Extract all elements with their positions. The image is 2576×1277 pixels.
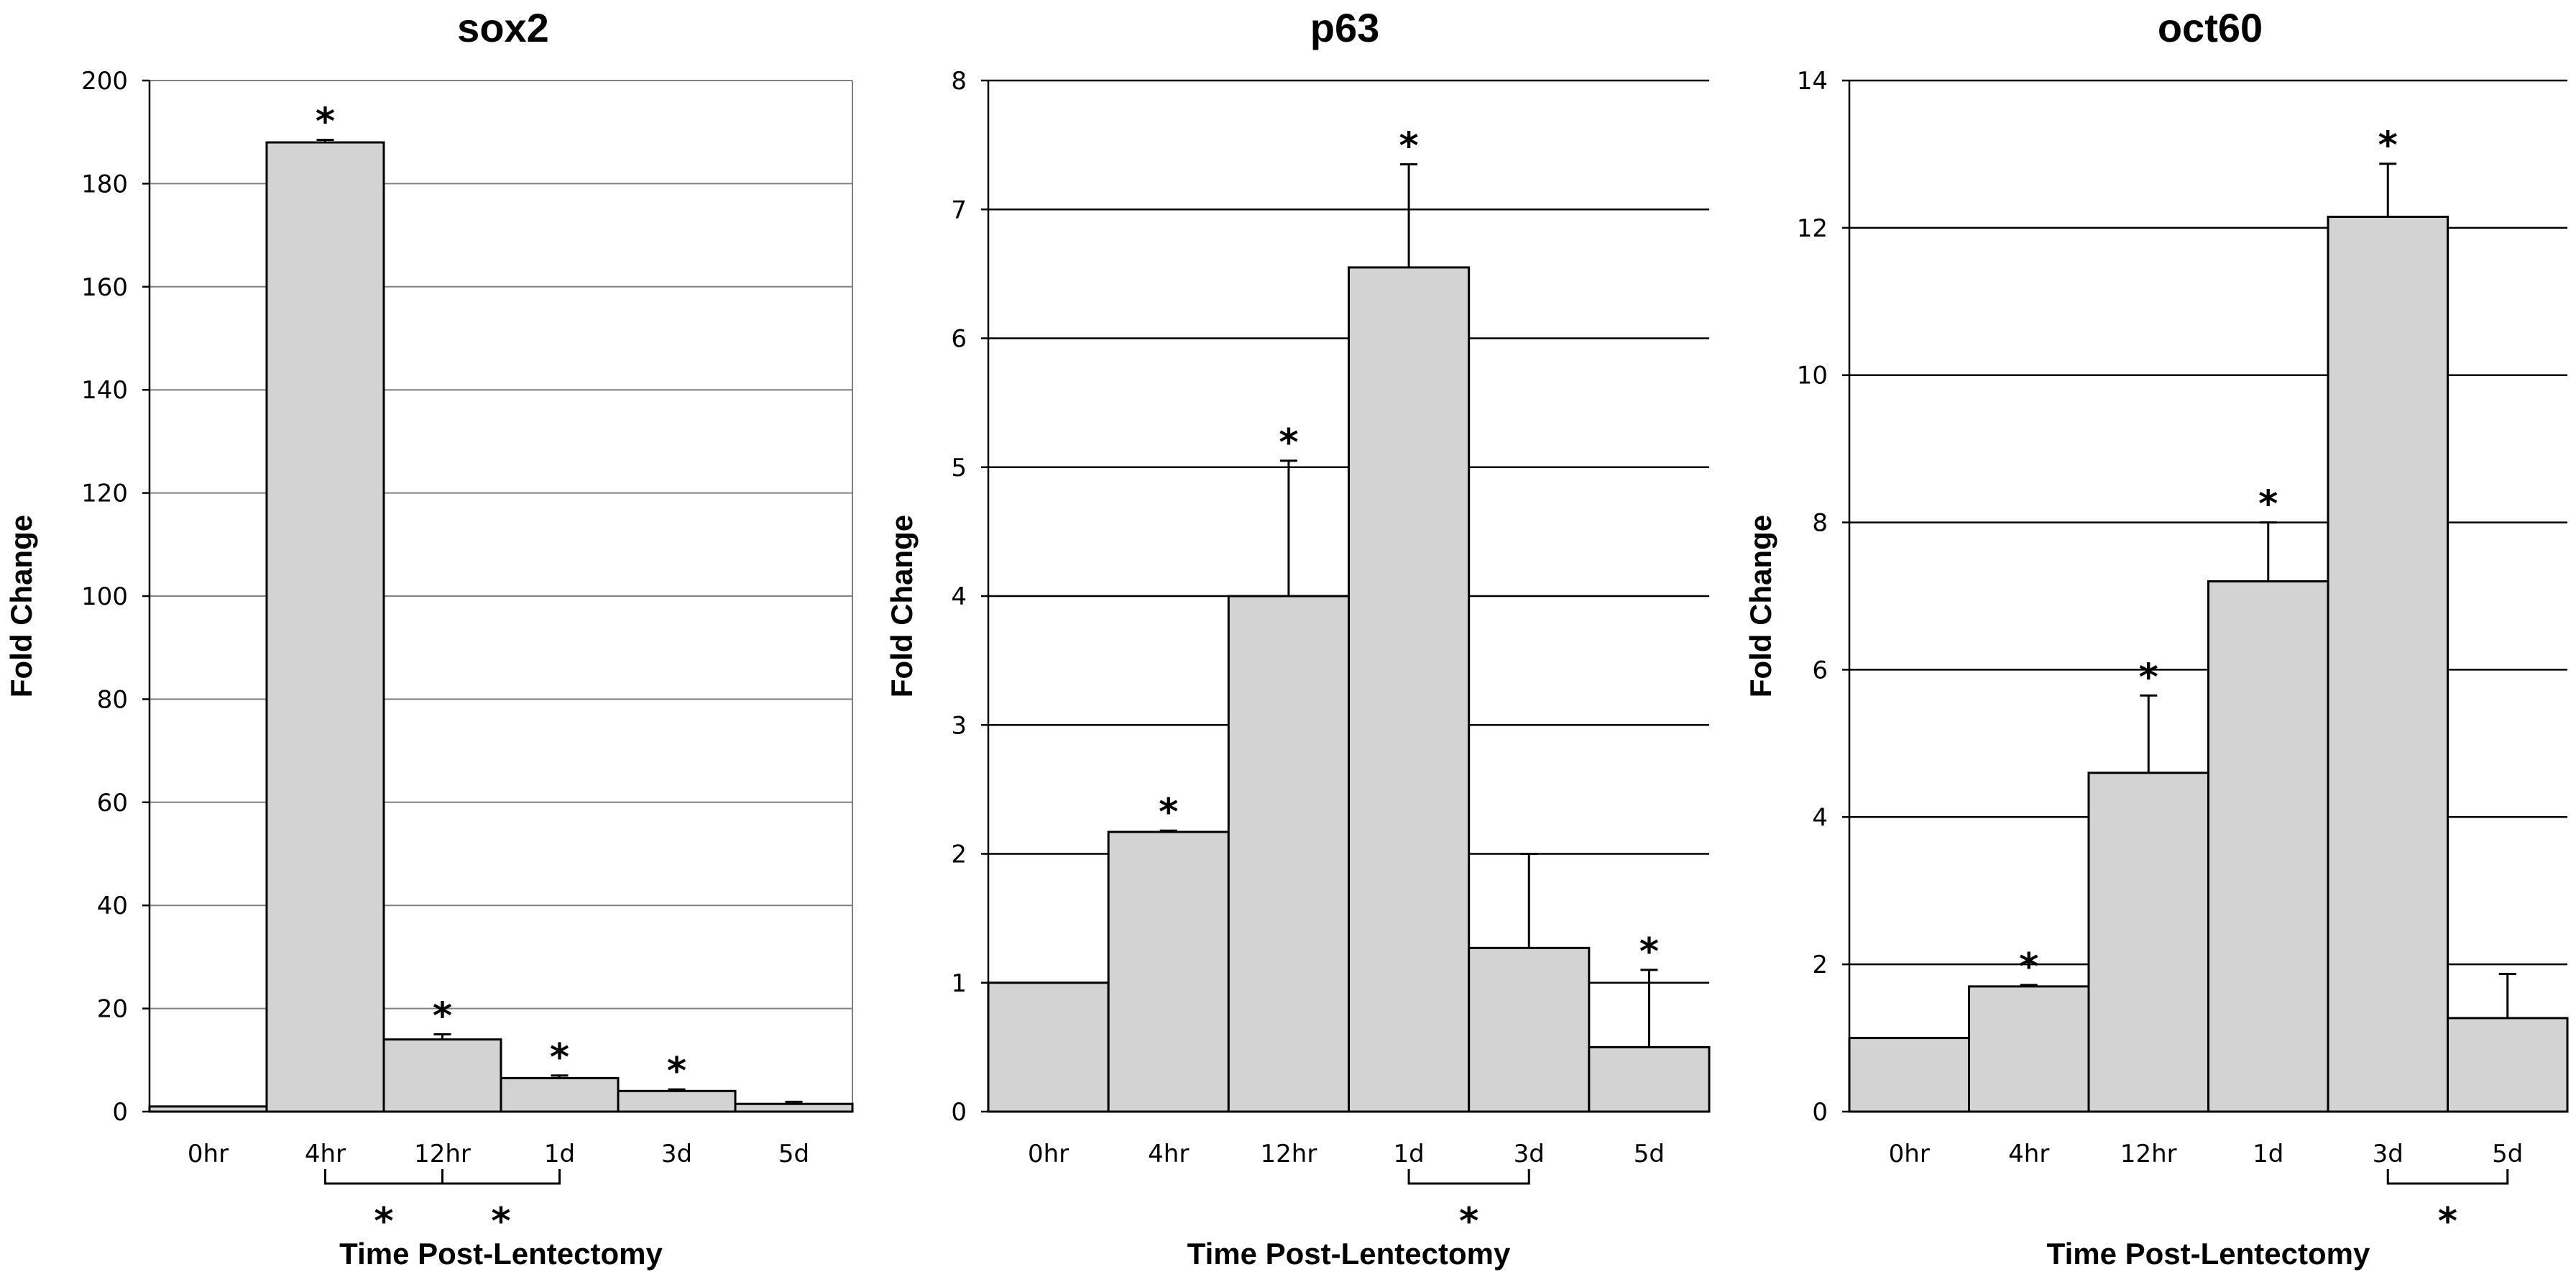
significance-star: * (1279, 421, 1298, 464)
x-tick-label: 1d (2253, 1140, 2283, 1168)
y-axis-label: Fold Change (4, 515, 38, 697)
bracket-star: * (2438, 1200, 2457, 1243)
x-axis-label: Time Post-Lentectomy (339, 1237, 663, 1271)
x-tick-label: 0hr (1028, 1140, 1069, 1168)
significance-bracket (2386, 1169, 2509, 1185)
y-tick-label: 8 (951, 67, 967, 96)
significance-star: * (2019, 946, 2038, 989)
chart-title: sox2 (457, 5, 549, 50)
significance-bracket (1407, 1169, 1530, 1185)
y-tick-label: 3 (951, 711, 967, 740)
y-tick-label: 140 (81, 376, 128, 405)
y-tick-label: 4 (1812, 803, 1828, 832)
y-tick-label: 20 (97, 995, 128, 1024)
chart-title: p63 (1310, 5, 1380, 50)
x-tick-label: 3d (2373, 1140, 2404, 1168)
bar-1d (1348, 266, 1471, 1113)
x-tick-label: 4hr (1148, 1140, 1189, 1168)
y-axis-label: Fold Change (885, 515, 919, 697)
x-tick-label: 12hr (2120, 1140, 2177, 1168)
significance-star: * (550, 1036, 569, 1079)
significance-star: * (1159, 791, 1178, 834)
y-tick-label: 80 (97, 685, 128, 714)
significance-star: * (2139, 656, 2158, 699)
y-tick-label: 6 (1812, 656, 1828, 685)
bar-0hr (148, 1105, 268, 1113)
bracket-star: * (491, 1200, 510, 1243)
y-axis-label: Fold Change (1744, 515, 1777, 697)
significance-star: * (433, 994, 452, 1038)
x-tick-label: 0hr (1889, 1140, 1930, 1168)
bar-5d (734, 1102, 854, 1113)
x-tick-label: 3d (661, 1140, 692, 1168)
y-tick-label: 2 (951, 841, 967, 869)
x-axis-label: Time Post-Lentectomy (1187, 1237, 1511, 1271)
significance-bracket (324, 1169, 443, 1185)
x-tick-label: 1d (544, 1140, 575, 1168)
bar-4hr (1107, 830, 1230, 1113)
y-tick-label: 10 (1797, 362, 1828, 390)
x-tick-label: 5d (2492, 1140, 2523, 1168)
chart-p63: 0 1 2 3 4 5 6 7 8 0hr * 4hr * 12hr * 1d 3d * 5d * p63 Fold Ch… (885, 5, 1711, 1271)
bar-5d (2447, 1017, 2569, 1113)
y-tick-label: 120 (81, 480, 128, 508)
significance-star: * (2258, 483, 2278, 526)
x-tick-label: 3d (1514, 1140, 1545, 1168)
significance-star: * (316, 100, 335, 143)
bar-12hr (1227, 595, 1351, 1113)
y-tick-label: 7 (951, 196, 967, 224)
y-tick-label: 1 (951, 969, 967, 998)
chart-title: oct60 (2158, 5, 2263, 50)
x-tick-label: 1d (1393, 1140, 1424, 1168)
bar-4hr (1968, 985, 2090, 1113)
bracket-star: * (374, 1200, 393, 1243)
bracket-star: * (1459, 1200, 1478, 1243)
bar-3d (2327, 215, 2449, 1113)
x-tick-label: 5d (778, 1140, 809, 1168)
x-tick-label: 0hr (188, 1140, 229, 1168)
y-tick-label: 2 (1812, 951, 1828, 979)
y-tick-label: 200 (81, 67, 128, 96)
y-tick-label: 40 (97, 892, 128, 920)
bar-0hr (987, 981, 1110, 1113)
bar-1d (500, 1076, 620, 1113)
y-tick-label: 8 (1812, 509, 1828, 538)
bar-12hr (2087, 772, 2209, 1113)
y-tick-label: 0 (951, 1098, 967, 1127)
x-tick-label: 4hr (2008, 1140, 2049, 1168)
y-tick-label: 6 (951, 325, 967, 354)
x-tick-label: 12hr (414, 1140, 471, 1168)
y-tick-label: 5 (951, 454, 967, 482)
y-tick-label: 14 (1797, 67, 1828, 96)
significance-star: * (1399, 125, 1418, 168)
x-tick-label: 4hr (305, 1140, 346, 1168)
significance-star: * (2378, 124, 2398, 168)
bar-1d (2207, 580, 2329, 1113)
x-tick-label: 12hr (1261, 1140, 1317, 1168)
bar-12hr (382, 1038, 502, 1113)
y-tick-label: 60 (97, 789, 128, 818)
bar-4hr (265, 141, 385, 1113)
chart-oct60: 0 2 4 6 8 10 12 14 0hr * 4hr * 12hr * 1d * 3d 5d * oct60 Fol… (1744, 5, 2569, 1271)
bar-3d (1468, 946, 1591, 1113)
bar-3d (617, 1089, 737, 1113)
x-tick-label: 5d (1634, 1140, 1665, 1168)
significance-bracket (441, 1169, 561, 1185)
y-tick-label: 0 (112, 1098, 128, 1127)
x-axis-label: Time Post-Lentectomy (2047, 1237, 2370, 1271)
y-tick-label: 100 (81, 582, 128, 611)
bar-5d (1588, 1045, 1711, 1113)
y-tick-label: 160 (81, 273, 128, 302)
y-tick-label: 0 (1812, 1098, 1828, 1127)
y-tick-label: 180 (81, 170, 128, 198)
y-tick-label: 12 (1797, 214, 1828, 243)
y-tick-label: 4 (951, 582, 967, 611)
chart-sox2: 0 20 40 60 80 100 120 140 160 180 200 0hr * 4hr * 12hr *… (4, 5, 854, 1271)
significance-star: * (667, 1050, 686, 1093)
significance-star: * (1639, 930, 1659, 974)
bar-0hr (1848, 1037, 1970, 1113)
